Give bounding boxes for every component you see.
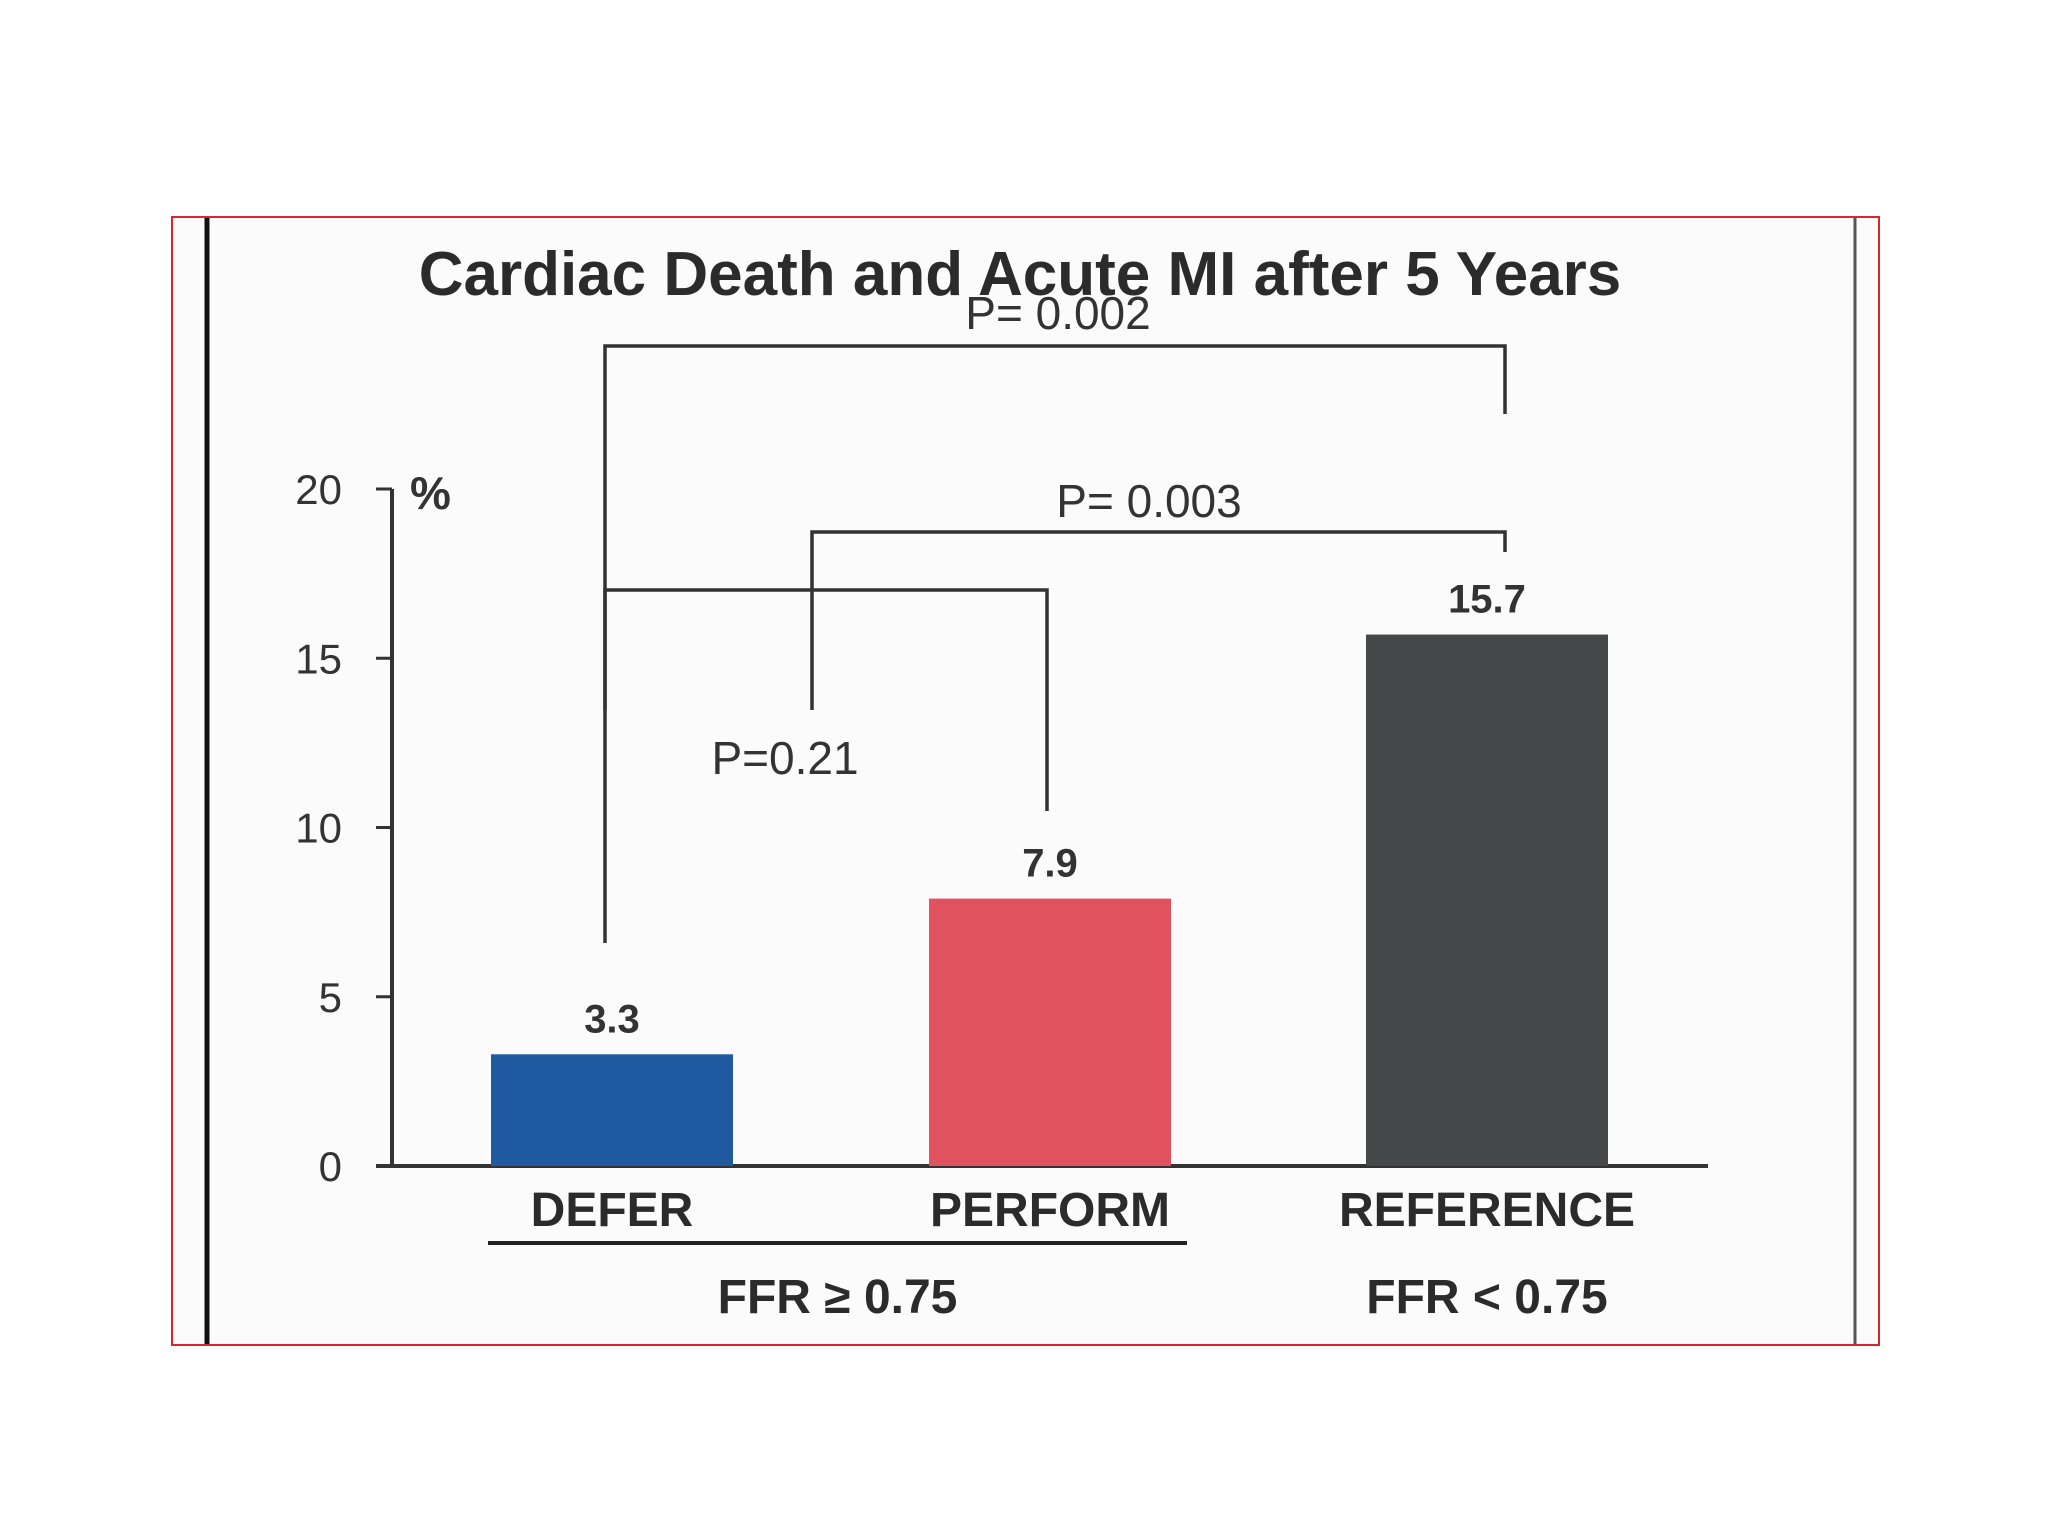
category-label: REFERENCE [1339, 1184, 1635, 1237]
p-value-label: P= 0.003 [1056, 475, 1241, 527]
y-tick-label: 0 [319, 1143, 342, 1190]
plot-area: 0 5 10 15 20 % 3.3 DEFER 7.9 PERFORM 15.7 REFERENCE… [295, 287, 1708, 1324]
bar-value-label: 7.9 [1022, 842, 1078, 886]
bar-value-label: 15.7 [1448, 578, 1526, 622]
y-tick-label: 20 [295, 466, 342, 513]
y-axis-unit-label: % [410, 467, 451, 519]
y-tick-label: 5 [319, 974, 342, 1021]
bar-perform [929, 898, 1171, 1166]
category-label: PERFORM [930, 1184, 1170, 1237]
chart-title: Cardiac Death and Acute MI after 5 Years [419, 240, 1622, 309]
category-label: DEFER [531, 1184, 694, 1237]
chart-frame: Cardiac Death and Acute MI after 5 Years… [171, 216, 1880, 1346]
bar-chart: Cardiac Death and Acute MI after 5 Years… [204, 218, 1857, 1344]
y-tick-label: 15 [295, 635, 342, 682]
bar-value-label: 3.3 [584, 997, 640, 1041]
group-label: FFR ≥ 0.75 [718, 1271, 958, 1324]
p-value-label: P=0.21 [711, 732, 858, 784]
p-value-label: P= 0.002 [965, 287, 1150, 339]
bar-defer [491, 1054, 733, 1166]
comparison-bracket [603, 344, 1507, 710]
group-label: FFR < 0.75 [1366, 1271, 1607, 1324]
bar-reference [1366, 634, 1608, 1166]
comparison-bracket [810, 530, 1507, 710]
y-tick-label: 10 [295, 805, 342, 852]
comparison-bracket [603, 588, 1049, 943]
